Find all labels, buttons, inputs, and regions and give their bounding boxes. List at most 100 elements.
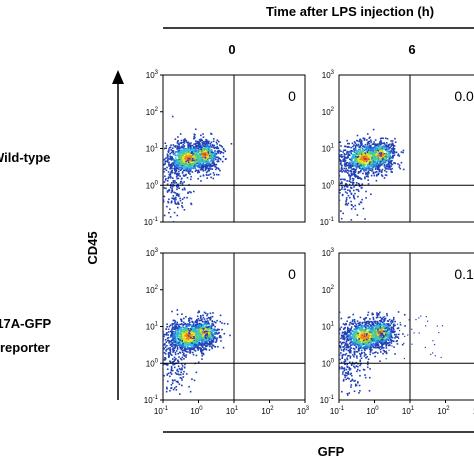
event: [367, 157, 370, 160]
event: [353, 352, 356, 354]
event: [179, 150, 182, 153]
event: [179, 328, 181, 331]
event: [344, 358, 346, 361]
event: [351, 361, 354, 364]
event: [201, 340, 203, 343]
event: [381, 321, 384, 324]
event: [182, 159, 185, 162]
event: [173, 164, 176, 167]
event: [392, 147, 394, 149]
event: [354, 204, 357, 207]
event: [190, 343, 192, 346]
event: [360, 164, 362, 166]
event: [334, 346, 336, 348]
event: [174, 326, 177, 328]
event: [190, 347, 192, 350]
event: [206, 155, 208, 158]
event: [180, 320, 183, 323]
event: [182, 343, 184, 346]
event: [207, 142, 210, 145]
event: [217, 156, 219, 159]
event: [187, 344, 189, 347]
event: [375, 167, 377, 170]
event: [181, 368, 183, 371]
event: [382, 158, 384, 161]
event: [353, 171, 356, 173]
event: [186, 164, 189, 167]
event: [197, 154, 200, 157]
event: [372, 171, 375, 174]
event: [176, 368, 179, 371]
event: [202, 335, 204, 337]
event: [362, 159, 365, 162]
event: [339, 155, 341, 158]
event: [195, 320, 197, 322]
event: [336, 176, 338, 178]
event: [349, 190, 351, 193]
event: [171, 358, 174, 360]
y-tick-exponent: 0: [155, 180, 159, 186]
event: [166, 386, 168, 389]
event: [385, 159, 388, 162]
event: [185, 169, 188, 172]
event: [339, 199, 341, 202]
event: [173, 191, 175, 194]
event: [167, 354, 170, 356]
event: [197, 166, 200, 168]
event: [159, 348, 161, 350]
event: [215, 173, 218, 176]
event: [388, 337, 391, 340]
event: [161, 163, 163, 165]
event: [187, 152, 190, 155]
event: [170, 171, 173, 173]
event: [169, 156, 172, 159]
event: [176, 163, 179, 166]
event: [163, 347, 164, 350]
event: [176, 167, 179, 170]
event: [198, 148, 201, 151]
event: [193, 345, 195, 347]
event: [171, 171, 174, 174]
event: [342, 353, 345, 356]
event: [191, 171, 194, 173]
event: [359, 148, 362, 151]
event: [205, 162, 208, 164]
y-tick-exponent: 1: [155, 322, 159, 328]
event: [211, 346, 213, 348]
event: [362, 152, 365, 155]
event: [190, 338, 193, 341]
event: [193, 143, 195, 145]
event: [197, 150, 199, 152]
event: [179, 357, 182, 360]
event: [184, 346, 187, 349]
event: [209, 168, 212, 170]
event: [343, 153, 346, 155]
event: [383, 340, 386, 342]
event: [383, 142, 385, 144]
event: [184, 329, 187, 332]
event: [197, 349, 200, 351]
event: [175, 175, 178, 178]
event: [169, 350, 172, 353]
event: [364, 335, 367, 337]
event: [172, 347, 174, 349]
event: [168, 348, 171, 351]
event: [201, 141, 204, 144]
event: [371, 349, 373, 351]
event: [182, 336, 185, 338]
event: [368, 145, 371, 147]
event: [394, 324, 396, 327]
event: [186, 346, 189, 349]
event: [374, 322, 377, 324]
event: [360, 349, 363, 352]
event: [177, 166, 179, 168]
event: [386, 342, 389, 345]
event: [205, 150, 208, 153]
event: [205, 325, 208, 328]
event: [191, 340, 194, 343]
event: [345, 153, 348, 155]
event: [353, 159, 356, 162]
event: [202, 320, 204, 323]
event: [360, 326, 363, 329]
